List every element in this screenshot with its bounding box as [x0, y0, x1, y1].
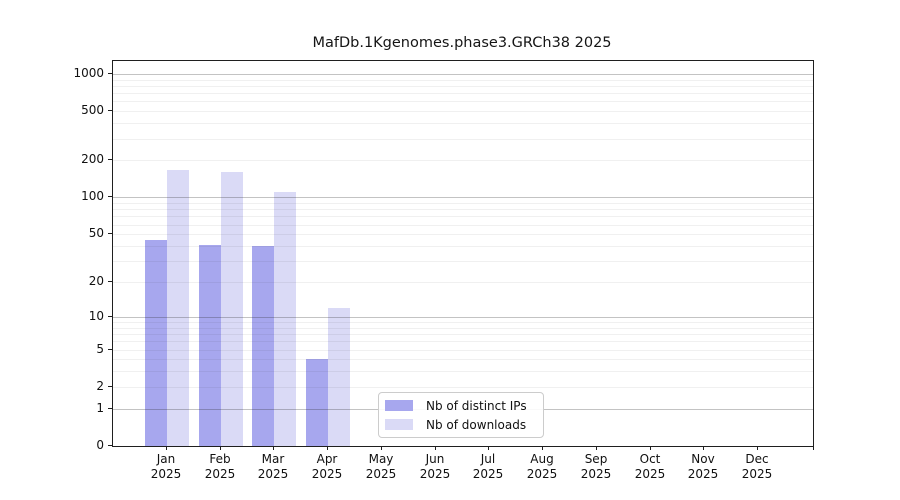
x-tick-aug-2025	[542, 446, 543, 450]
minor-gridline-9	[113, 322, 813, 323]
x-tick-nov-2025	[703, 446, 704, 450]
y-tick-label-10: 10	[88, 309, 104, 323]
minor-gridline-2	[113, 387, 813, 388]
legend-swatch-nb-of-downloads	[385, 419, 413, 430]
major-gridline-10	[113, 317, 813, 318]
minor-gridline-5	[113, 350, 813, 351]
minor-gridline-4	[113, 359, 813, 360]
minor-gridline-300	[113, 139, 813, 140]
minor-gridline-500	[113, 111, 813, 112]
x-tick-right-edge	[813, 446, 814, 450]
y-tick-200	[108, 159, 112, 160]
chart-title: MafDb.1Kgenomes.phase3.GRCh38 2025	[312, 35, 612, 51]
bar-nb-of-downloads-jan-2025	[167, 170, 189, 446]
y-tick-1	[108, 408, 112, 409]
minor-gridline-70	[113, 216, 813, 217]
y-tick-label-500: 500	[81, 103, 104, 117]
y-tick-20	[108, 281, 112, 282]
minor-gridline-7	[113, 334, 813, 335]
x-tick-label-jun-2025: Jun 2025	[419, 452, 451, 481]
bar-nb-of-downloads-feb-2025	[221, 172, 243, 446]
bar-nb-of-distinct-ips-feb-2025	[199, 245, 221, 446]
minor-gridline-90	[113, 203, 813, 204]
y-tick-50	[108, 233, 112, 234]
bar-nb-of-downloads-apr-2025	[328, 308, 350, 446]
bar-nb-of-distinct-ips-mar-2025	[252, 246, 274, 446]
minor-gridline-30	[113, 261, 813, 262]
minor-gridline-8	[113, 328, 813, 329]
y-tick-0	[108, 445, 112, 446]
minor-gridline-6	[113, 341, 813, 342]
bar-nb-of-distinct-ips-jan-2025	[145, 240, 167, 446]
x-tick-label-apr-2025: Apr 2025	[311, 452, 343, 481]
minor-gridline-60	[113, 225, 813, 226]
y-tick-100	[108, 196, 112, 197]
minor-gridline-900	[113, 80, 813, 81]
plot-area	[112, 60, 814, 447]
minor-gridline-600	[113, 101, 813, 102]
major-gridline-1000	[113, 74, 813, 75]
y-tick-label-5: 5	[96, 342, 104, 356]
legend-swatch-nb-of-distinct-ips	[385, 400, 413, 411]
x-tick-feb-2025	[220, 446, 221, 450]
legend-row-nb-of-downloads: Nb of downloads	[385, 415, 537, 434]
x-tick-oct-2025	[650, 446, 651, 450]
y-tick-label-1: 1	[96, 401, 104, 415]
y-tick-label-1000: 1000	[73, 66, 104, 80]
x-tick-label-feb-2025: Feb 2025	[204, 452, 236, 481]
minor-gridline-200	[113, 160, 813, 161]
x-tick-label-may-2025: May 2025	[365, 452, 397, 481]
minor-gridline-20	[113, 282, 813, 283]
bar-nb-of-downloads-mar-2025	[274, 192, 296, 446]
legend-label-nb-of-distinct-ips: Nb of distinct IPs	[426, 398, 527, 413]
x-tick-jan-2025	[166, 446, 167, 450]
y-tick-label-20: 20	[88, 274, 104, 288]
y-tick-10	[108, 316, 112, 317]
minor-gridline-800	[113, 86, 813, 87]
minor-gridline-80	[113, 209, 813, 210]
y-tick-label-50: 50	[88, 226, 104, 240]
y-tick-label-100: 100	[81, 189, 104, 203]
y-tick-label-200: 200	[81, 152, 104, 166]
minor-gridline-40	[113, 246, 813, 247]
minor-gridline-50	[113, 234, 813, 235]
x-tick-label-mar-2025: Mar 2025	[257, 452, 289, 481]
y-tick-2	[108, 386, 112, 387]
x-tick-dec-2025	[757, 446, 758, 450]
x-tick-label-oct-2025: Oct 2025	[634, 452, 666, 481]
x-tick-apr-2025	[327, 446, 328, 450]
x-tick-label-nov-2025: Nov 2025	[687, 452, 719, 481]
legend-row-nb-of-distinct-ips: Nb of distinct IPs	[385, 396, 537, 415]
x-tick-sep-2025	[596, 446, 597, 450]
y-tick-1000	[108, 73, 112, 74]
x-tick-label-jan-2025: Jan 2025	[150, 452, 182, 481]
x-tick-label-jul-2025: Jul 2025	[472, 452, 504, 481]
bar-nb-of-distinct-ips-apr-2025	[306, 359, 328, 446]
x-tick-jul-2025	[488, 446, 489, 450]
legend: Nb of distinct IPs Nb of downloads	[378, 392, 544, 438]
x-tick-jun-2025	[435, 446, 436, 450]
minor-gridline-400	[113, 123, 813, 124]
y-tick-label-2: 2	[96, 379, 104, 393]
x-tick-mar-2025	[273, 446, 274, 450]
x-tick-label-dec-2025: Dec 2025	[741, 452, 773, 481]
minor-gridline-700	[113, 93, 813, 94]
legend-label-nb-of-downloads: Nb of downloads	[426, 417, 527, 432]
y-tick-label-0: 0	[96, 438, 104, 452]
y-tick-5	[108, 349, 112, 350]
x-tick-may-2025	[381, 446, 382, 450]
minor-gridline-3	[113, 371, 813, 372]
y-tick-500	[108, 110, 112, 111]
x-tick-label-aug-2025: Aug 2025	[526, 452, 558, 481]
x-tick-label-sep-2025: Sep 2025	[580, 452, 612, 481]
major-gridline-100	[113, 197, 813, 198]
